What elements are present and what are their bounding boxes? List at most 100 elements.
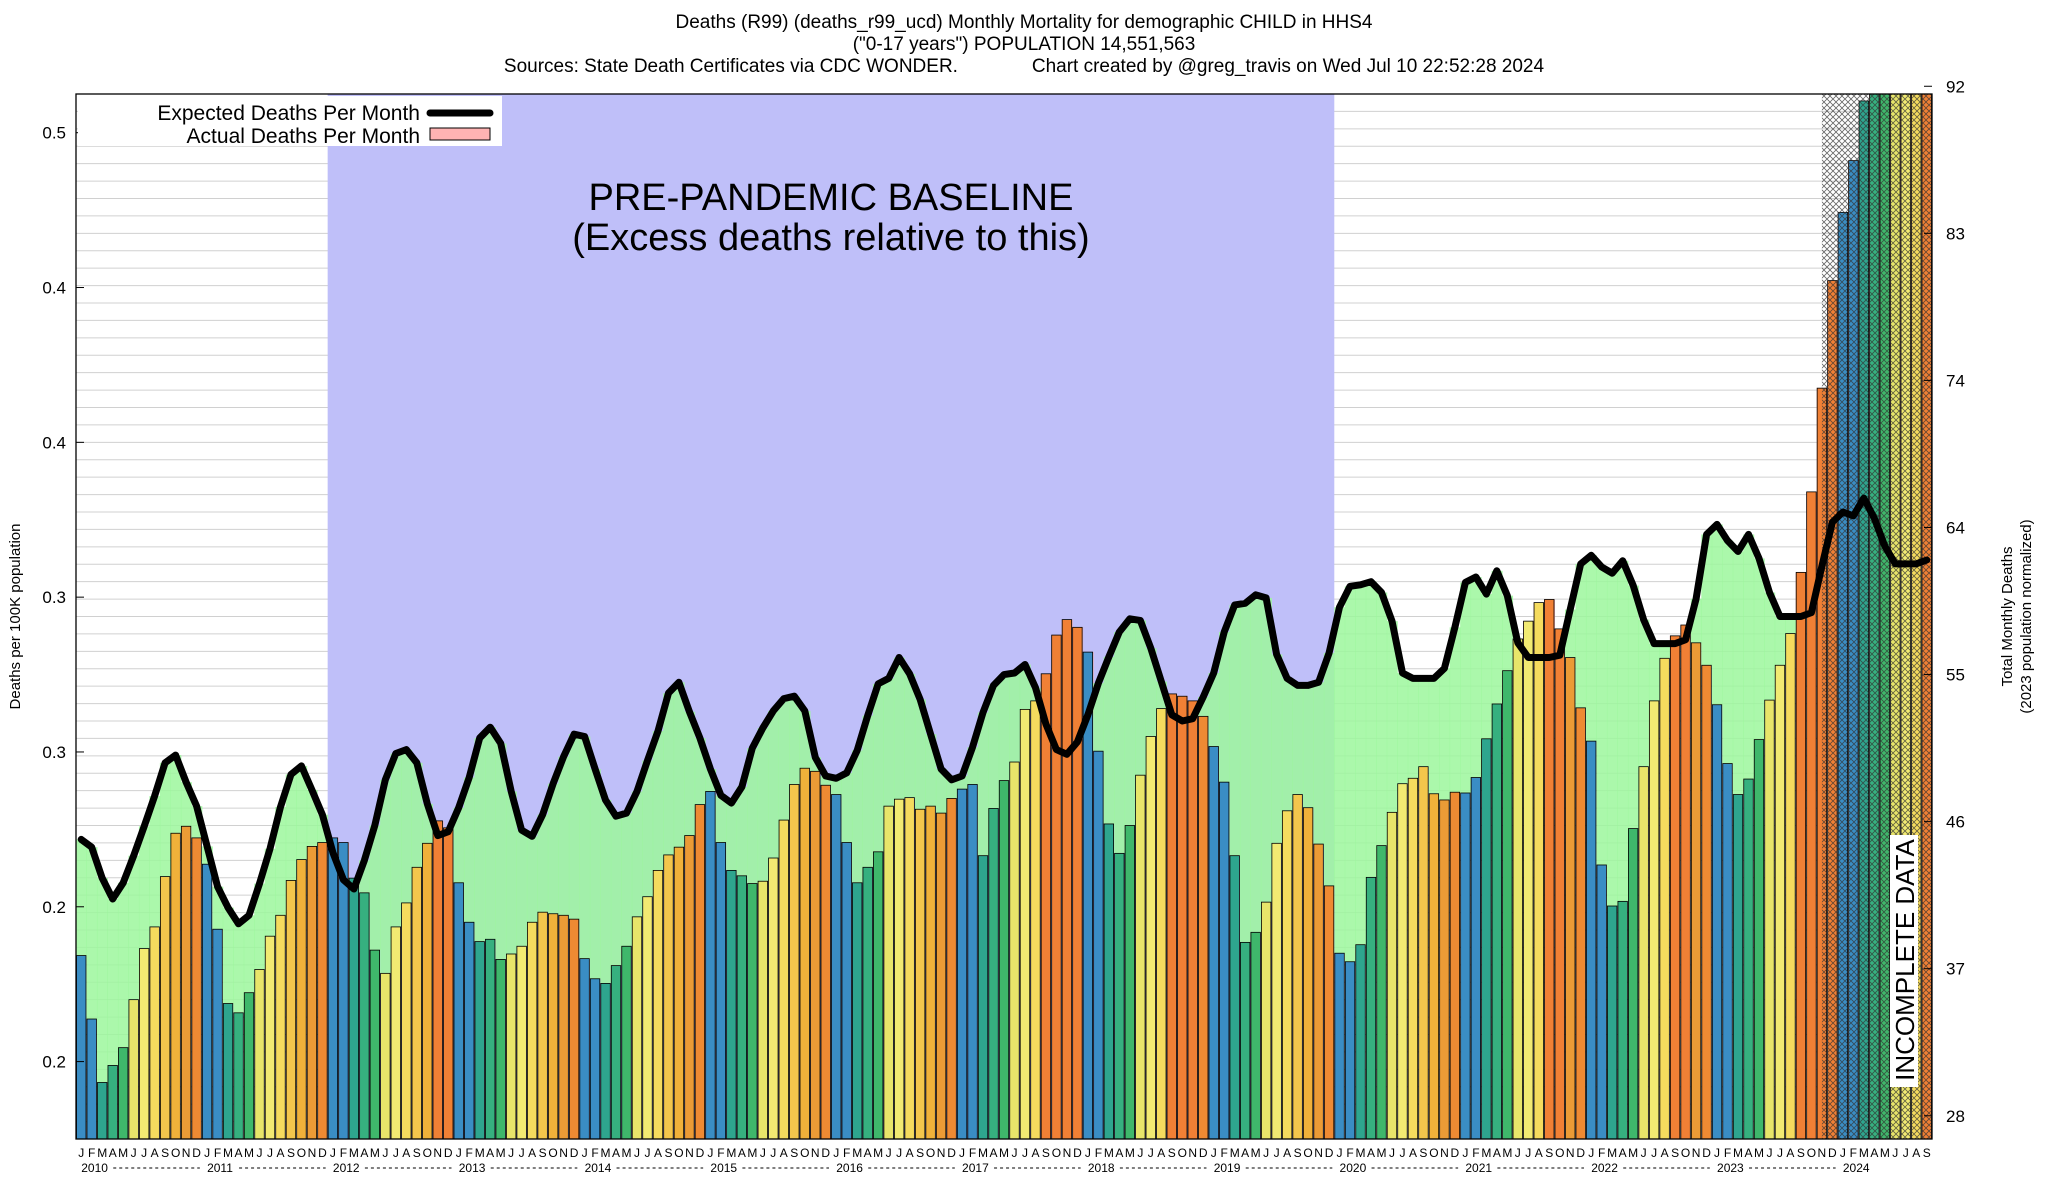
actual-bar [1523, 620, 1534, 1139]
month-tick-label: J [519, 1146, 525, 1160]
actual-bar [642, 896, 653, 1139]
month-tick-label: N [1566, 1146, 1575, 1160]
actual-bar [1690, 642, 1702, 1139]
excess-segment [1250, 594, 1262, 933]
month-tick-label: A [486, 1146, 494, 1160]
year-label: 2024 [1843, 1161, 1870, 1175]
actual-bar [1082, 651, 1094, 1139]
actual-bar [977, 855, 989, 1139]
year-label: 2010 [81, 1161, 108, 1175]
year-label: 2020 [1340, 1161, 1367, 1175]
month-tick-label: M [97, 1146, 107, 1160]
excess-segment [537, 814, 549, 913]
excess-segment [191, 806, 203, 838]
month-tick-label: A [780, 1146, 788, 1160]
excess-segment [1239, 603, 1251, 943]
month-tick-label: M [622, 1146, 632, 1160]
actual-bar [831, 794, 842, 1139]
excess-segment [369, 825, 381, 951]
actual-bar [1302, 807, 1314, 1139]
actual-bar [1711, 704, 1723, 1139]
actual-bar [558, 914, 569, 1139]
excess-segment [1732, 551, 1744, 795]
excess-segment [1743, 534, 1755, 780]
actual-bar [684, 835, 695, 1139]
actual-bar [422, 842, 433, 1139]
actual-bar [139, 948, 150, 1139]
actual-bar [1764, 699, 1775, 1139]
month-tick-label: M [349, 1146, 359, 1160]
excess-segment [422, 803, 434, 844]
excess-segment [1302, 685, 1314, 808]
month-tick-label: A [1744, 1146, 1752, 1160]
excess-segment [96, 878, 108, 1083]
month-tick-label: S [539, 1146, 547, 1160]
month-tick-label: N [811, 1146, 820, 1160]
month-tick-label: O [1429, 1146, 1438, 1160]
month-tick-label: S [1923, 1146, 1931, 1160]
right-tick-label: 37 [1946, 960, 1965, 979]
excess-segment [1281, 678, 1293, 811]
actual-bar [1355, 944, 1366, 1139]
month-tick-label: F [1850, 1146, 1857, 1160]
actual-bar [705, 791, 716, 1139]
actual-bar [1261, 901, 1272, 1139]
month-tick-label: S [1545, 1146, 1553, 1160]
excess-segment [1470, 577, 1482, 778]
actual-bar [1785, 633, 1796, 1139]
excess-segment [904, 673, 916, 798]
chart-title-line3: Sources: State Death Certificates via CD… [0, 56, 2048, 78]
excess-segment [359, 860, 371, 893]
month-tick-label: M [1481, 1146, 1491, 1160]
excess-segment [1135, 620, 1147, 776]
excess-segment [736, 786, 748, 876]
excess-segment [768, 710, 780, 859]
month-tick-label: J [382, 1146, 388, 1160]
actual-bar [1774, 664, 1786, 1139]
month-tick-label: F [88, 1146, 95, 1160]
actual-bar [1533, 602, 1544, 1139]
actual-bar [1040, 673, 1052, 1139]
month-tick-label: D [318, 1146, 327, 1160]
excess-segment [1197, 697, 1209, 717]
month-tick-label: F [591, 1146, 598, 1160]
month-tick-label: J [1274, 1146, 1280, 1160]
excess-segment [998, 674, 1010, 781]
chart-annotations: PRE-PANDEMIC BASELINE(Excess deaths rela… [572, 177, 1920, 1087]
excess-segment [1711, 524, 1723, 705]
month-tick-label: M [1125, 1146, 1135, 1160]
excess-segment [296, 765, 308, 860]
actual-bar [726, 869, 737, 1139]
month-tick-label: M [1356, 1146, 1366, 1160]
actual-bar [946, 798, 957, 1139]
chart-source-text: Sources: State Death Certificates via CD… [503, 56, 958, 77]
excess-segment [1753, 558, 1765, 740]
excess-segment [1785, 616, 1797, 634]
actual-bar [694, 804, 706, 1139]
excess-segment [1103, 656, 1115, 824]
actual-bar [327, 837, 339, 1139]
month-tick-label: F [1095, 1146, 1102, 1160]
excess-segment [883, 678, 895, 807]
excess-segment [862, 715, 874, 868]
actual-bar [1512, 638, 1523, 1139]
excess-segment [117, 882, 129, 1048]
excess-segment [757, 727, 769, 882]
year-label: 2011 [207, 1161, 233, 1175]
month-tick-label: O [926, 1146, 935, 1160]
month-tick-label: D [1073, 1146, 1082, 1160]
actual-bar [212, 928, 223, 1139]
excess-segment [830, 778, 842, 795]
month-tick-label: A [1241, 1146, 1249, 1160]
actual-bar [390, 926, 401, 1139]
actual-bar [495, 959, 506, 1139]
month-tick-label: N [308, 1146, 317, 1160]
excess-segment [652, 731, 664, 871]
month-tick-label: J [1892, 1146, 1898, 1160]
actual-bar [285, 880, 297, 1139]
month-tick-label: S [1671, 1146, 1679, 1160]
month-tick-label: A [1661, 1146, 1669, 1160]
month-tick-label: J [644, 1146, 650, 1160]
actual-bar [1743, 778, 1754, 1139]
